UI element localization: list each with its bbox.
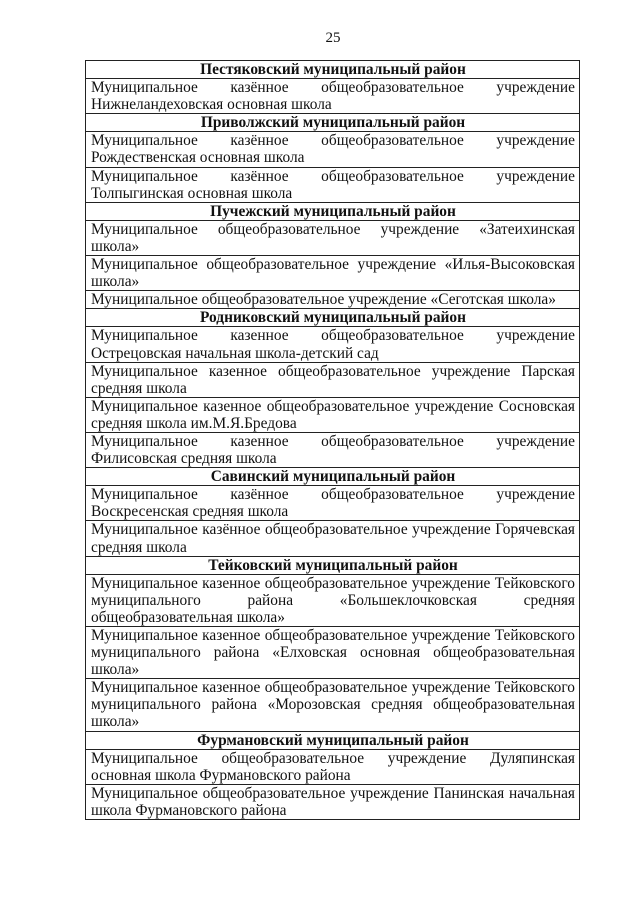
school-row: Муниципальное общеобразовательное учрежд… [85,748,580,785]
school-row: Муниципальное казенное общеобразовательн… [85,573,580,628]
district-header-row: Приволжский муниципальный район [85,113,580,133]
school-name: Муниципальное общеобразовательное учрежд… [85,783,580,821]
school-name: Муниципальное казённое общеобразовательн… [85,166,580,203]
school-name: Муниципальное казённое общеобразовательн… [85,520,580,557]
school-row: Муниципальное общеобразовательное учрежд… [85,783,580,821]
school-name: Муниципальное казенное общеобразовательн… [85,396,580,433]
school-name: Муниципальное казенное общеобразовательн… [85,678,580,732]
district-header-row: Тейковский муниципальный район [85,555,580,575]
school-row: Муниципальное общеобразовательное учрежд… [85,290,580,310]
district-title: Пучежский муниципальный район [85,201,580,221]
district-header-row: Родниковский муниципальный район [85,308,580,328]
school-name: Муниципальное казённое общеобразовательн… [85,78,580,115]
school-name: Муниципальное казенное общеобразовательн… [85,361,580,398]
school-row: Муниципальное казённое общеобразовательн… [85,520,580,557]
school-name: Муниципальное казенное общеобразовательн… [85,625,580,680]
school-row: Муниципальное казённое общеобразовательн… [85,166,580,203]
page-number: 25 [325,30,341,46]
school-row: Муниципальное казенное общеобразовательн… [85,678,580,732]
school-row: Муниципальное казённое общеобразовательн… [85,78,580,115]
school-row: Муниципальное общеобразовательное учрежд… [85,219,580,257]
school-name: Муниципальное казенное общеобразовательн… [85,573,580,628]
school-row: Муниципальное казённое общеобразовательн… [85,485,580,522]
school-name: Муниципальное общеобразовательное учрежд… [85,219,580,257]
school-row: Муниципальное казенное общеобразовательн… [85,396,580,433]
school-row: Муниципальное казенное общеобразовательн… [85,361,580,398]
district-title: Тейковский муниципальный район [85,555,580,575]
district-title: Приволжский муниципальный район [85,113,580,133]
school-row: Муниципальное казенное общеобразовательн… [85,431,580,469]
school-name: Муниципальное казённое общеобразовательн… [85,131,580,168]
district-header-row: Пестяковский муниципальный район [85,59,580,80]
school-row: Муниципальное казённое общеобразовательн… [85,131,580,168]
school-name: Муниципальное общеобразовательное учрежд… [85,748,580,785]
district-title: Фурмановский муниципальный район [85,730,580,750]
school-row: Муниципальное казенное общеобразовательн… [85,326,580,363]
school-name: Муниципальное казённое общеобразовательн… [85,485,580,522]
schools-table: Пестяковский муниципальный район Муниципа… [85,59,580,821]
school-name: Муниципальное казенное общеобразовательн… [85,326,580,363]
district-header-row: Савинский муниципальный район [85,467,580,487]
school-row: Муниципальное казенное общеобразовательн… [85,625,580,680]
district-title: Савинский муниципальный район [85,467,580,487]
district-header-row: Фурмановский муниципальный район [85,730,580,750]
school-name: Муниципальное общеобразовательное учрежд… [85,290,580,310]
school-name: Муниципальное общеобразовательное учрежд… [85,255,580,292]
district-title: Родниковский муниципальный район [85,308,580,328]
school-row: Муниципальное общеобразовательное учрежд… [85,255,580,292]
district-header-row: Пучежский муниципальный район [85,201,580,221]
district-title: Пестяковский муниципальный район [85,59,580,80]
school-name: Муниципальное казенное общеобразовательн… [85,431,580,469]
